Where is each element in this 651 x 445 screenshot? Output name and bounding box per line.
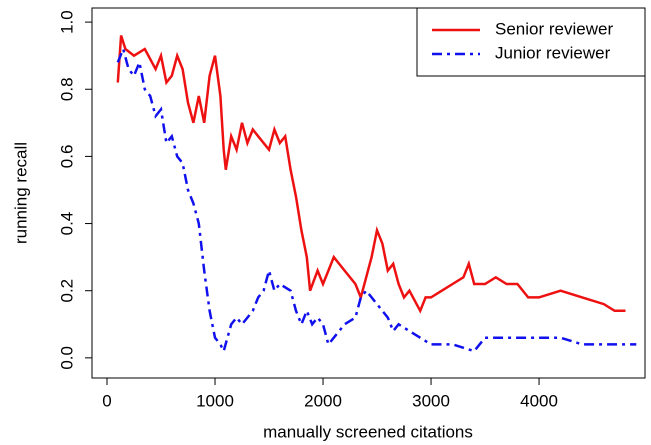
legend-label: Senior reviewer	[495, 19, 613, 38]
series-line	[116, 45, 637, 355]
y-tick-label: 0.8	[57, 77, 76, 101]
y-tick-label: 0.0	[57, 346, 76, 370]
plot-frame	[91, 7, 646, 379]
x-tick-label: 3000	[412, 391, 450, 410]
legend-box	[416, 7, 646, 77]
x-axis-label: manually screened citations	[263, 422, 473, 441]
y-tick-label: 0.6	[57, 145, 76, 169]
y-tick-label: 0.2	[57, 279, 76, 303]
y-tick-label: 0.4	[57, 212, 76, 236]
y-tick-label: 1.0	[57, 10, 76, 34]
y-axis-label: running recall	[11, 142, 30, 244]
x-tick-label: 4000	[520, 391, 558, 410]
x-tick-label: 1000	[196, 391, 234, 410]
legend-label: Junior reviewer	[495, 43, 611, 62]
x-tick-label: 2000	[304, 391, 342, 410]
x-tick-label: 0	[102, 391, 111, 410]
series-line	[116, 35, 626, 314]
